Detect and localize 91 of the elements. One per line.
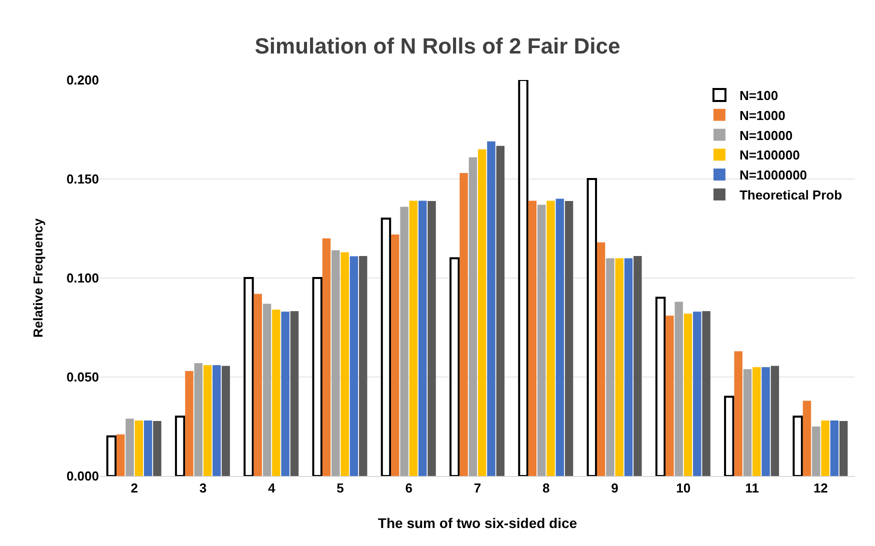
x-tick-label: 3: [199, 480, 207, 496]
bar: [674, 302, 683, 476]
bar: [400, 206, 408, 476]
legend-label: N=10000: [739, 128, 793, 143]
bar: [564, 200, 574, 476]
bar: [655, 296, 666, 476]
bar: [262, 304, 272, 476]
bar: [203, 365, 212, 476]
legend-label: N=1000: [739, 108, 786, 123]
bar: [487, 141, 496, 476]
bar: [450, 257, 460, 476]
x-tick-label: 7: [474, 480, 482, 496]
bar: [812, 426, 820, 476]
bar: [350, 256, 358, 476]
bar: [116, 434, 125, 476]
bar: [518, 80, 528, 476]
bar: [185, 371, 194, 476]
bar: [770, 366, 780, 476]
bar: [802, 400, 812, 476]
bar: [792, 416, 803, 476]
bar: [409, 200, 418, 476]
bar: [693, 312, 702, 476]
bar: [391, 234, 400, 476]
bar: [358, 256, 368, 476]
y-tick-label: 0.100: [66, 270, 99, 286]
bar: [586, 178, 598, 476]
bar: [290, 311, 299, 476]
bar: [126, 418, 134, 476]
bar: [212, 365, 221, 476]
bar: [830, 420, 839, 476]
bar: [839, 420, 848, 476]
y-tick-label: 0.000: [66, 468, 99, 484]
bar: [478, 149, 486, 476]
bar: [624, 258, 633, 476]
bar: [537, 204, 546, 476]
bar: [666, 316, 674, 476]
bar: [380, 218, 392, 476]
bar: [684, 314, 692, 476]
bar: [222, 366, 230, 476]
x-axis-title: The sum of two six-sided dice: [378, 515, 578, 531]
bar: [702, 311, 710, 476]
bar: [153, 420, 162, 476]
bar: [254, 294, 262, 476]
bar: [546, 200, 555, 476]
bar: [134, 420, 144, 476]
legend-label: N=100000: [739, 148, 800, 163]
bar: [743, 369, 752, 476]
bar: [281, 312, 290, 476]
bar: [734, 351, 742, 476]
x-tick-label: 9: [611, 480, 618, 496]
bar: [244, 277, 254, 476]
x-tick-label: 10: [676, 480, 691, 496]
y-tick-label: 0.200: [66, 72, 99, 88]
bar: [752, 367, 761, 476]
x-tick-label: 5: [336, 480, 344, 496]
bar: [106, 435, 117, 476]
bar: [615, 258, 624, 476]
x-tick-label: 11: [745, 480, 759, 496]
legend-label: N=100: [739, 88, 778, 104]
bar: [428, 200, 436, 476]
x-tick-label: 8: [542, 480, 550, 496]
bar: [468, 157, 478, 476]
legend-label: N=1000000: [739, 168, 808, 183]
bar: [144, 420, 152, 476]
legend-label: Theoretical Prob: [739, 188, 842, 203]
bar: [606, 258, 614, 476]
x-tick-label: 12: [813, 480, 828, 496]
bar: [418, 200, 427, 476]
x-tick-label: 2: [130, 480, 138, 496]
chart-title: Simulation of N Rolls of 2 Fair Dice: [254, 34, 620, 59]
bar: [528, 200, 537, 476]
y-tick-label: 0.050: [66, 370, 99, 385]
bar: [496, 146, 504, 476]
bar: [194, 363, 202, 476]
bar: [460, 173, 468, 476]
bar: [272, 310, 280, 476]
y-axis-title: Relative Frequency: [30, 218, 46, 338]
bar: [332, 250, 340, 476]
bar: [322, 238, 331, 476]
bar: [174, 416, 186, 476]
bar: [634, 256, 642, 476]
bar: [340, 252, 349, 476]
bar: [762, 367, 770, 476]
bar: [821, 420, 830, 476]
x-tick-label: 4: [268, 480, 276, 496]
bar: [556, 198, 564, 476]
x-tick-label: 6: [405, 480, 412, 496]
bar: [596, 242, 606, 476]
bar: [312, 277, 322, 476]
y-tick-label: 0.150: [66, 172, 99, 187]
bar: [724, 396, 734, 476]
